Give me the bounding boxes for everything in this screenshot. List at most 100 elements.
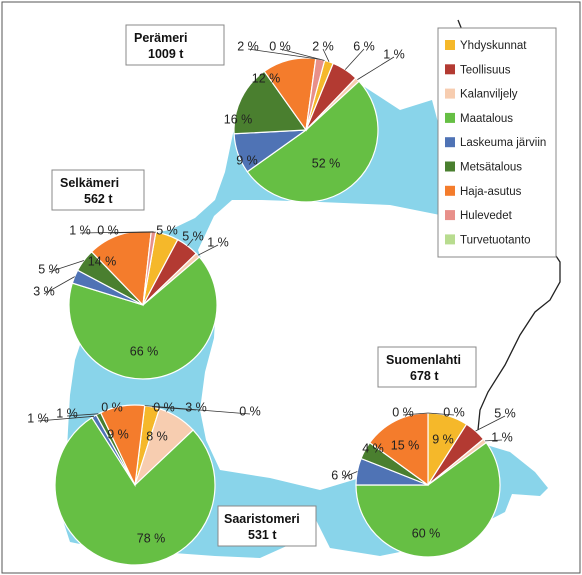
label-suomenlahti-metsatalous: 4 % <box>362 441 384 455</box>
legend-label-turvetuotanto: Turvetuotanto <box>460 234 531 246</box>
legend-swatch-haja-asutus <box>445 185 455 196</box>
legend-label-maatalous: Maatalous <box>460 113 513 125</box>
label-perameri-yhdyskunnat: 2 % <box>312 39 334 53</box>
slice-perameri-metsatalous <box>233 70 308 135</box>
label-saaristomeri-metsatalous: 1 % <box>56 406 78 420</box>
label-perameri-teollisuus: 6 % <box>353 39 375 53</box>
leader-saaristomeri-turvetuotanto <box>144 405 251 415</box>
leader-suomenlahti-hulevedet <box>402 412 429 416</box>
pie-suomenlahti: 9 % 5 % 1 % 60 % 6 % 4 % 15 % 0 % 0 % <box>331 405 516 558</box>
leader-selkameri-kalanviljely <box>197 244 219 256</box>
legend-swatch-yhdyskunnat <box>445 40 455 50</box>
label-selkameri-hulevedet: 1 % <box>69 223 91 237</box>
leader-suomenlahti-kalanviljely <box>484 439 503 442</box>
legend-label-kalanviljely: Kalanviljely <box>460 89 518 101</box>
region-label-peramerei: Perämeri 1009 t <box>125 24 225 66</box>
region-total-perameri: 1009 t <box>148 47 184 61</box>
label-suomenlahti-laskeuma-jarviin: 6 % <box>331 468 353 482</box>
label-selkameri-teollisuus: 5 % <box>182 229 204 243</box>
legend-item-metsatalous: Metsätalous <box>445 161 522 174</box>
label-suomenlahti-turvetuotanto: 0 % <box>443 405 465 419</box>
label-perameri-hulevedet: 2 % <box>237 39 259 53</box>
slice-selkameri-haja-asutus <box>90 230 152 307</box>
legend-label-teollisuus: Teollisuus <box>460 64 511 76</box>
legend: Yhdyskunnat Teollisuus Kalanviljely Maatalo… <box>437 27 557 258</box>
region-label-suomenlahti: Suomenlahti 678 t <box>377 346 477 388</box>
legend-label-laskeuma-jarviin: Laskeuma järviin <box>460 137 546 149</box>
leader-suomenlahti-laskeuma-jarviin <box>341 471 358 479</box>
legend-item-yhdyskunnat: Yhdyskunnat <box>445 40 527 52</box>
pie-charts: 2 % 6 %1 %52 %9 %16 %12 %2 % 0 %5 % 5 % 1 %6… <box>27 39 516 566</box>
legend-label-yhdyskunnat: Yhdyskunnat <box>460 40 527 52</box>
label-selkameri-turvetuotanto: 0 % <box>97 223 119 237</box>
leader-perameri-kalanviljely <box>357 56 395 80</box>
label-selkameri-laskeuma-jarviin: 3 % <box>33 284 55 298</box>
label-selkameri-yhdyskunnat: 5 % <box>156 223 178 237</box>
label-selkameri-metsatalous: 5 % <box>38 262 60 276</box>
leader-saaristomeri-metsatalous <box>66 413 99 417</box>
leader-selkameri-teollisuus <box>187 238 194 247</box>
legend-label-metsatalous: Metsätalous <box>460 162 522 174</box>
slice-saaristomeri-maatalous <box>54 416 216 566</box>
label-selkameri-kalanviljely: 1 % <box>207 235 229 249</box>
slice-perameri-maatalous <box>246 80 379 203</box>
leader-suomenlahti-turvetuotanto <box>427 412 455 416</box>
legend-item-kalanviljely: Kalanviljely <box>445 88 518 101</box>
slice-selkameri-maatalous <box>68 256 218 380</box>
leader-perameri-turvetuotanto <box>279 48 325 61</box>
region-name-suomenlahti: Suomenlahti <box>386 353 461 367</box>
legend-swatch-teollisuus <box>445 64 455 75</box>
label-saaristomeri-maatalous: 78 % <box>137 531 166 545</box>
label-suomenlahti-yhdyskunnat: 9 % <box>432 432 454 446</box>
legend-item-teollisuus: Teollisuus <box>445 64 511 76</box>
label-selkameri-haja-asutus: 14 % <box>88 254 117 268</box>
leader-selkameri-turvetuotanto <box>107 231 156 234</box>
slice-suomenlahti-maatalous <box>355 441 501 558</box>
legend-item-haja-asutus: Haja-asutus <box>445 185 522 198</box>
label-saaristomeri-hulevedet: 0 % <box>101 400 123 414</box>
region-name-saaristomeri: Saaristomeri <box>224 512 300 526</box>
legend-swatch-maatalous <box>445 112 455 123</box>
legend-item-maatalous: Maatalous <box>445 112 513 125</box>
legend-label-haja-asutus: Haja-asutus <box>460 186 522 198</box>
label-saaristomeri-yhdyskunnat: 3 % <box>185 400 207 414</box>
region-label-saaristomeri: Saaristomeri 531 t <box>217 505 317 547</box>
legend-item-laskeuma-jarviin: Laskeuma järviin <box>445 137 546 149</box>
region-name-perameri: Perämeri <box>134 31 188 45</box>
label-suomenlahti-kalanviljely: 1 % <box>491 430 513 444</box>
legend-swatch-hulevedet <box>445 210 455 221</box>
label-saaristomeri-teollisuus: 0 % <box>153 400 175 414</box>
legend-swatch-laskeuma-jarviin <box>445 137 455 148</box>
legend-label-hulevedet: Hulevedet <box>460 210 513 222</box>
label-suomenlahti-haja-asutus: 15 % <box>391 438 420 452</box>
leader-perameri-teollisuus <box>344 48 365 70</box>
leader-perameri-hulevedet <box>247 48 321 60</box>
region-label-selkameri: Selkämeri 562 t <box>51 169 145 211</box>
legend-box <box>437 27 557 258</box>
leader-suomenlahti-teollisuus <box>475 415 506 432</box>
label-saaristomeri-haja-asutus: 9 % <box>107 427 129 441</box>
region-total-selkameri: 562 t <box>84 192 113 206</box>
leader-saaristomeri-laskeuma-jarviin <box>37 415 95 422</box>
label-perameri-turvetuotanto: 0 % <box>269 39 291 53</box>
pie-saaristomeri: 3 % 0 % 8 % 78 % 1 % 1 % 9 % 0 % 0 % <box>27 400 261 566</box>
pie-selkameri: 5 % 5 % 1 %66 %3 %5 %14 %1 % 0 % <box>33 223 229 380</box>
leader-selkameri-laskeuma-jarviin <box>43 276 75 295</box>
label-perameri-haja-asutus: 12 % <box>252 71 281 85</box>
region-total-suomenlahti: 678 t <box>410 369 439 383</box>
label-perameri-kalanviljely: 1 % <box>383 47 405 61</box>
label-saaristomeri-laskeuma-jarviin: 1 % <box>27 411 49 425</box>
label-selkameri-maatalous: 66 % <box>130 344 159 358</box>
region-total-saaristomeri: 531 t <box>248 528 277 542</box>
label-suomenlahti-teollisuus: 5 % <box>494 406 516 420</box>
leader-selkameri-metsatalous <box>48 260 85 273</box>
legend-item-turvetuotanto: Turvetuotanto <box>445 234 531 246</box>
legend-item-hulevedet: Hulevedet <box>445 210 513 222</box>
legend-items: Yhdyskunnat Teollisuus Kalanviljely Maatalo… <box>445 40 546 246</box>
label-saaristomeri-turvetuotanto: 0 % <box>239 404 261 418</box>
label-perameri-metsatalous: 16 % <box>224 112 253 126</box>
legend-swatch-turvetuotanto <box>445 234 455 245</box>
legend-swatch-kalanviljely <box>445 88 455 99</box>
label-saaristomeri-kalanviljely: 8 % <box>146 429 168 443</box>
